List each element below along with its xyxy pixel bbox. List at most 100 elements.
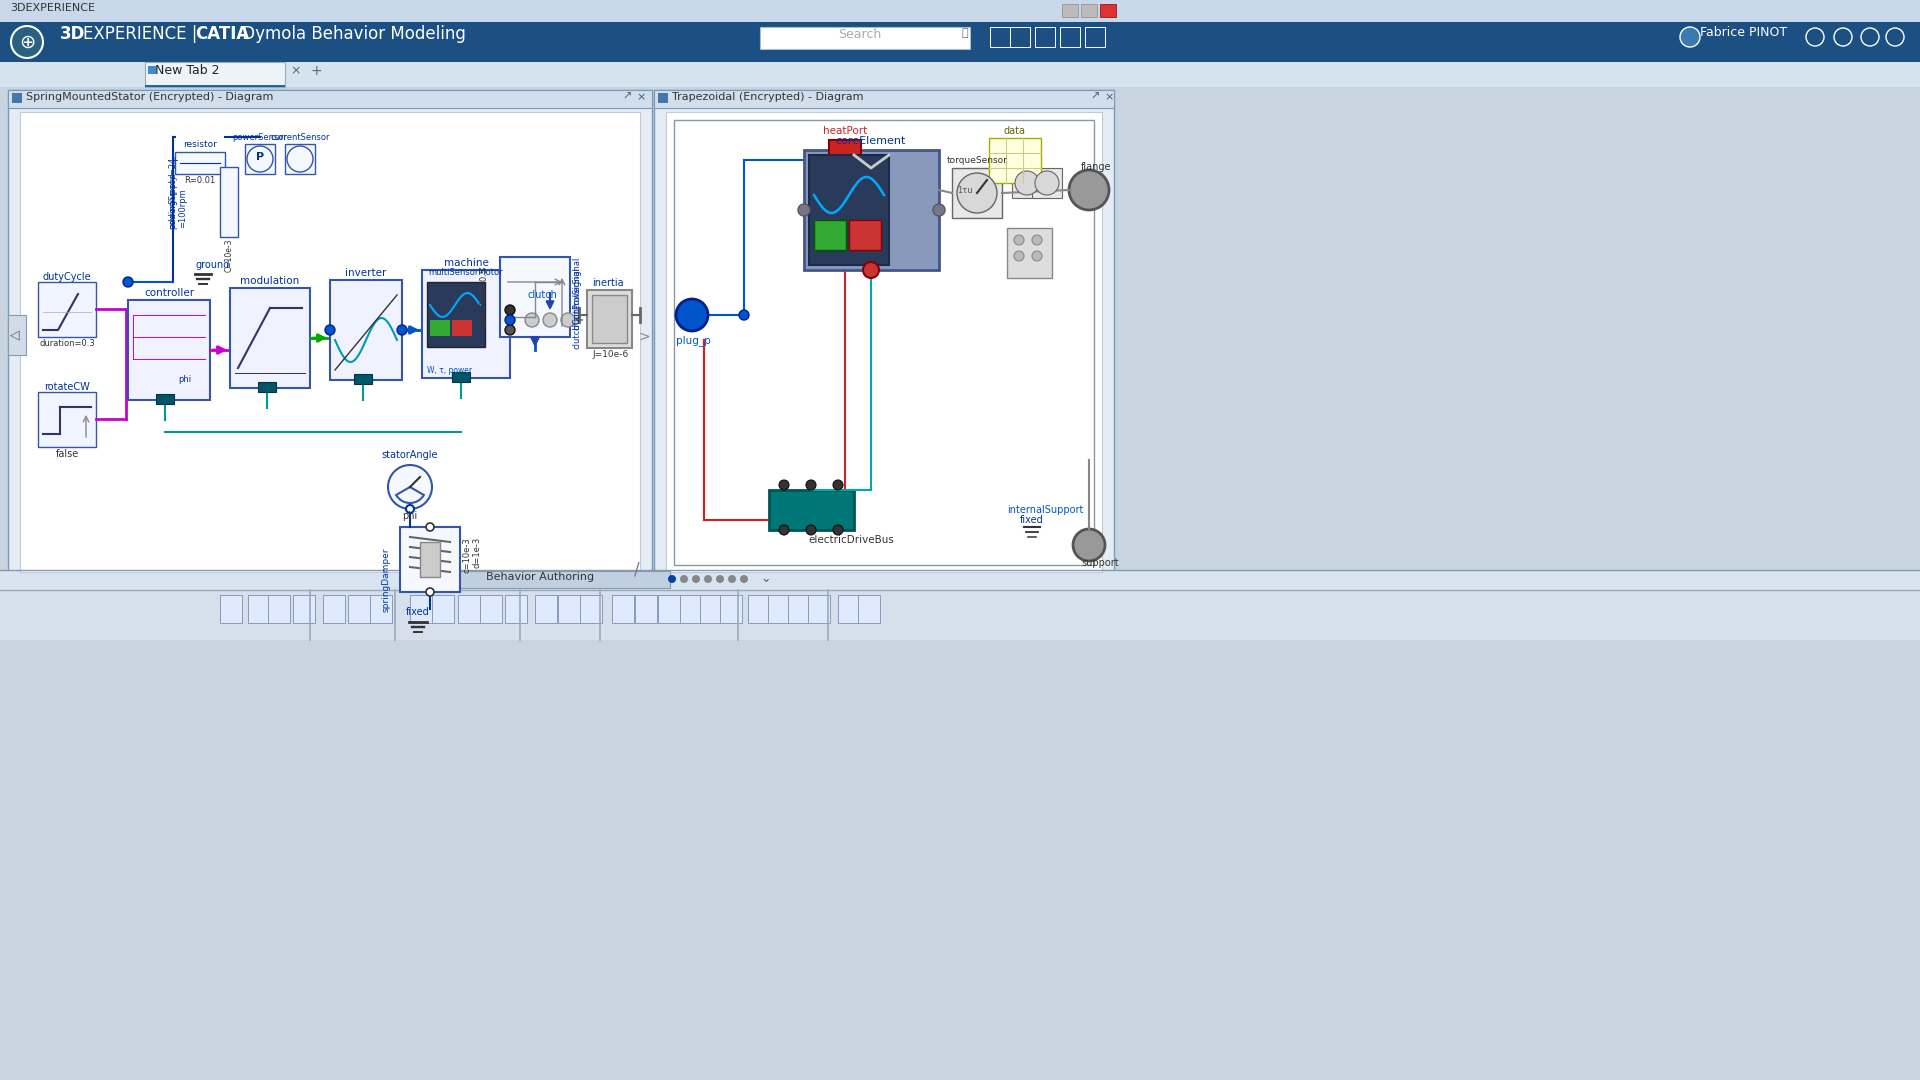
Text: Dymola Behavior Modeling: Dymola Behavior Modeling <box>236 25 467 43</box>
Text: coreElement: coreElement <box>835 136 906 146</box>
Circle shape <box>397 325 407 335</box>
Bar <box>636 595 657 623</box>
Text: Trapezoidal (Encrypted) - Diagram: Trapezoidal (Encrypted) - Diagram <box>672 92 864 102</box>
Bar <box>659 93 668 103</box>
Circle shape <box>426 588 434 596</box>
Bar <box>399 527 461 592</box>
Text: multiSensorMotor: multiSensorMotor <box>428 268 503 276</box>
Bar <box>19 112 639 572</box>
Text: clutchControlSignal: clutchControlSignal <box>572 267 582 349</box>
Circle shape <box>739 575 749 583</box>
Circle shape <box>248 146 273 172</box>
Text: dutyCycle: dutyCycle <box>42 272 92 282</box>
Text: ×: × <box>1104 92 1114 102</box>
Text: false: false <box>56 449 79 459</box>
Text: 🔍: 🔍 <box>962 28 968 38</box>
Circle shape <box>833 480 843 490</box>
Circle shape <box>1033 251 1043 261</box>
Text: d=1e-3: d=1e-3 <box>472 537 482 568</box>
Bar <box>248 595 271 623</box>
Circle shape <box>806 480 816 490</box>
Bar <box>760 27 970 49</box>
Bar <box>989 138 1041 183</box>
Bar <box>353 374 372 384</box>
Text: fixed: fixed <box>1020 515 1044 525</box>
Bar <box>837 595 860 623</box>
Text: phi: phi <box>403 511 419 521</box>
Text: currentSensor: currentSensor <box>271 133 330 141</box>
Text: chartPowerSignal: chartPowerSignal <box>572 257 582 330</box>
Text: resistor: resistor <box>182 140 217 149</box>
Circle shape <box>691 575 701 583</box>
Text: powerSupply=24: powerSupply=24 <box>169 157 177 229</box>
Circle shape <box>956 173 996 213</box>
Bar <box>814 220 847 249</box>
Bar <box>38 282 96 337</box>
Text: C=10e-3: C=10e-3 <box>225 239 234 272</box>
Text: Fabrice PINOT: Fabrice PINOT <box>1699 26 1788 39</box>
Bar <box>1012 168 1043 198</box>
Circle shape <box>833 525 843 535</box>
Text: plug_p: plug_p <box>676 335 710 346</box>
Circle shape <box>780 525 789 535</box>
Text: SpringMountedStator (Encrypted) - Diagram: SpringMountedStator (Encrypted) - Diagra… <box>27 92 273 102</box>
Text: rotateCW: rotateCW <box>44 382 90 392</box>
Bar <box>422 270 511 378</box>
Text: inverter: inverter <box>346 268 386 278</box>
Bar <box>804 150 939 270</box>
Bar <box>1081 4 1096 17</box>
Circle shape <box>1016 171 1039 195</box>
Text: ⊕: ⊕ <box>19 32 35 52</box>
Bar <box>770 490 854 530</box>
Bar <box>1035 27 1054 48</box>
Text: modulation: modulation <box>240 276 300 286</box>
Bar <box>680 595 703 623</box>
Text: startTime=0.5: startTime=0.5 <box>480 267 490 327</box>
Circle shape <box>1834 28 1853 46</box>
Text: duration=0.3: duration=0.3 <box>38 339 94 348</box>
Circle shape <box>505 315 515 325</box>
Text: CATIA: CATIA <box>196 25 250 43</box>
Bar <box>348 595 371 623</box>
Bar <box>449 571 670 588</box>
Text: R=0.01: R=0.01 <box>184 176 215 185</box>
Text: c=10e-3: c=10e-3 <box>463 537 470 572</box>
Text: +: + <box>171 156 179 166</box>
Bar <box>0 570 1920 1080</box>
Circle shape <box>505 325 515 335</box>
Bar <box>666 112 1102 572</box>
Bar <box>591 295 628 343</box>
Text: 1τu: 1τu <box>956 186 973 195</box>
Circle shape <box>426 523 434 531</box>
Circle shape <box>1073 529 1106 561</box>
Text: Search: Search <box>839 28 881 41</box>
Text: EXPERIENCE |: EXPERIENCE | <box>83 25 204 43</box>
Bar <box>580 595 603 623</box>
Bar <box>674 120 1094 565</box>
Bar <box>426 282 486 347</box>
Text: data: data <box>1004 126 1025 136</box>
Text: statorAngle: statorAngle <box>382 450 438 460</box>
Circle shape <box>1035 171 1060 195</box>
Circle shape <box>1680 27 1699 48</box>
Bar <box>12 93 21 103</box>
Text: inertia: inertia <box>591 278 624 288</box>
Bar <box>536 595 557 623</box>
Bar <box>0 590 1920 640</box>
Circle shape <box>12 26 42 58</box>
Text: ×: × <box>290 64 301 77</box>
Bar <box>1010 27 1029 48</box>
Bar <box>432 595 453 623</box>
Circle shape <box>1014 235 1023 245</box>
Bar <box>612 595 634 623</box>
Circle shape <box>505 305 515 315</box>
Text: 3D: 3D <box>60 25 84 43</box>
Circle shape <box>668 575 676 583</box>
Text: +: + <box>309 64 323 78</box>
Bar <box>0 0 1920 22</box>
Circle shape <box>680 575 687 583</box>
Text: Behavior Authoring: Behavior Authoring <box>486 572 593 582</box>
Bar <box>480 595 501 623</box>
Circle shape <box>1885 28 1905 46</box>
Circle shape <box>286 146 313 172</box>
